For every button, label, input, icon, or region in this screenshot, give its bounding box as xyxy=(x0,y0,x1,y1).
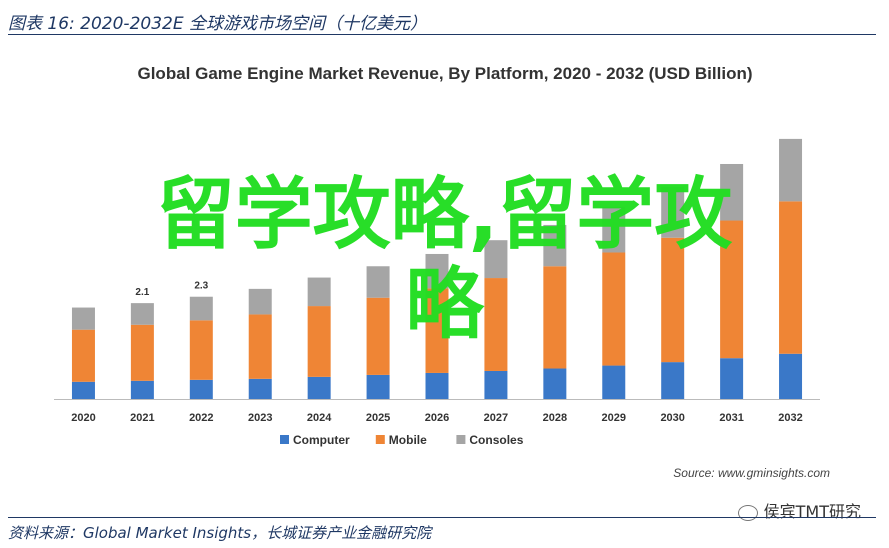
bar-computer-2030 xyxy=(661,362,684,399)
x-tick-2025: 2025 xyxy=(366,412,390,424)
x-tick-2020: 2020 xyxy=(71,412,95,424)
bar-computer-2027 xyxy=(484,371,507,399)
page-header: 图表 16: 2020-2032E 全球游戏市场空间（十亿美元） xyxy=(8,4,876,35)
x-tick-2021: 2021 xyxy=(130,412,154,424)
bar-computer-2025 xyxy=(367,375,390,399)
figure-caption: 图表 16: 2020-2032E 全球游戏市场空间（十亿美元） xyxy=(8,9,427,34)
bar-computer-2023 xyxy=(249,379,272,399)
bar-computer-2020 xyxy=(72,382,95,399)
legend-swatch-consoles xyxy=(456,435,465,444)
legend-swatch-computer xyxy=(280,435,289,444)
bar-computer-2022 xyxy=(190,380,213,399)
page-footer: 资料来源：Global Market Insights，长城证券产业金融研究院 xyxy=(8,517,876,546)
source-note: 资料来源：Global Market Insights，长城证券产业金融研究院 xyxy=(8,522,431,543)
x-tick-2028: 2028 xyxy=(543,412,567,424)
legend-label-mobile: Mobile xyxy=(389,433,427,447)
bar-computer-2024 xyxy=(308,377,331,399)
legend-swatch-mobile xyxy=(376,435,385,444)
legend-label-consoles: Consoles xyxy=(469,433,523,447)
x-tick-2032: 2032 xyxy=(778,412,802,424)
bar-computer-2029 xyxy=(602,366,625,399)
x-tick-2023: 2023 xyxy=(248,412,272,424)
bar-computer-2031 xyxy=(720,358,743,399)
overlay-line-2: 略 xyxy=(0,260,889,350)
overlay-text: 留学攻略,留学攻 略 xyxy=(0,170,889,350)
legend-label-computer: Computer xyxy=(293,433,350,447)
chart-source: Source: www.gminsights.com xyxy=(673,466,830,480)
bar-computer-2021 xyxy=(131,381,154,399)
x-tick-2022: 2022 xyxy=(189,412,213,424)
x-tick-2027: 2027 xyxy=(484,412,508,424)
x-tick-2026: 2026 xyxy=(425,412,449,424)
bar-computer-2028 xyxy=(543,369,566,399)
x-tick-2031: 2031 xyxy=(719,412,743,424)
bar-computer-2026 xyxy=(426,373,449,399)
x-tick-2030: 2030 xyxy=(660,412,684,424)
x-tick-2029: 2029 xyxy=(602,412,626,424)
bar-computer-2032 xyxy=(779,354,802,399)
x-tick-2024: 2024 xyxy=(307,412,332,424)
overlay-line-1: 留学攻略,留学攻 xyxy=(157,170,733,260)
